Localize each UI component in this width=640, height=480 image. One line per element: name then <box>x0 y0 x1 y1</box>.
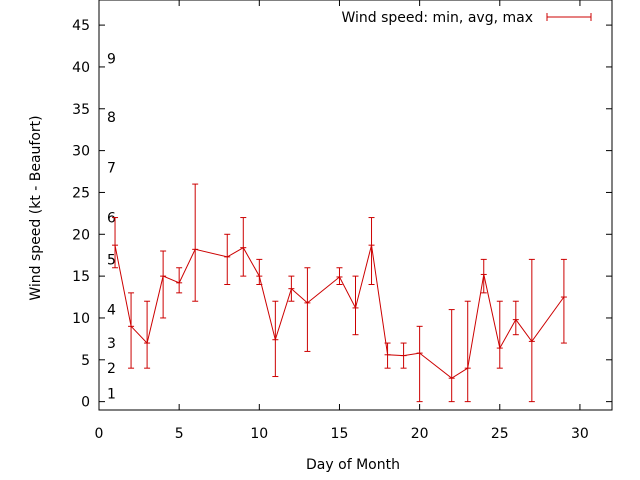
x-tick-label: 25 <box>491 426 509 442</box>
legend-label: Wind speed: min, avg, max <box>341 10 533 26</box>
x-tick-label: 0 <box>95 426 104 442</box>
beaufort-label: 7 <box>107 160 116 176</box>
y-tick-label: 45 <box>72 18 90 34</box>
y-tick-label: 15 <box>72 269 90 285</box>
x-tick-label: 5 <box>175 426 184 442</box>
x-axis: 0 5 10 15 20 25 30 <box>95 0 589 442</box>
beaufort-label: 6 <box>107 211 116 227</box>
y-tick-label: 35 <box>72 102 90 118</box>
beaufort-label: 1 <box>107 386 116 402</box>
beaufort-label: 8 <box>107 110 116 126</box>
beaufort-scale-labels: 1 2 3 4 5 6 7 8 9 <box>107 52 116 403</box>
x-tick-label: 20 <box>411 426 429 442</box>
y-tick-label: 0 <box>81 395 90 411</box>
legend: Wind speed: min, avg, max <box>341 10 592 26</box>
beaufort-label: 3 <box>107 336 116 352</box>
beaufort-label: 5 <box>107 252 116 268</box>
x-tick-label: 30 <box>571 426 589 442</box>
x-axis-title: Day of Month <box>306 457 400 473</box>
y-tick-label: 30 <box>72 144 90 160</box>
x-tick-label: 10 <box>250 426 268 442</box>
wind-speed-series <box>112 183 567 403</box>
beaufort-label: 2 <box>107 361 116 377</box>
plot-area-frame <box>98 0 613 411</box>
y-tick-label: 5 <box>81 353 90 369</box>
y-axis-title: Wind speed (kt - Beaufort) <box>28 115 44 300</box>
y-tick-label: 10 <box>72 311 90 327</box>
y-tick-label: 25 <box>72 185 90 201</box>
beaufort-label: 9 <box>107 52 116 68</box>
y-tick-label: 20 <box>72 227 90 243</box>
beaufort-label: 4 <box>107 303 116 319</box>
y-tick-label: 40 <box>72 60 90 76</box>
series-line <box>114 245 565 379</box>
x-tick-label: 15 <box>331 426 349 442</box>
